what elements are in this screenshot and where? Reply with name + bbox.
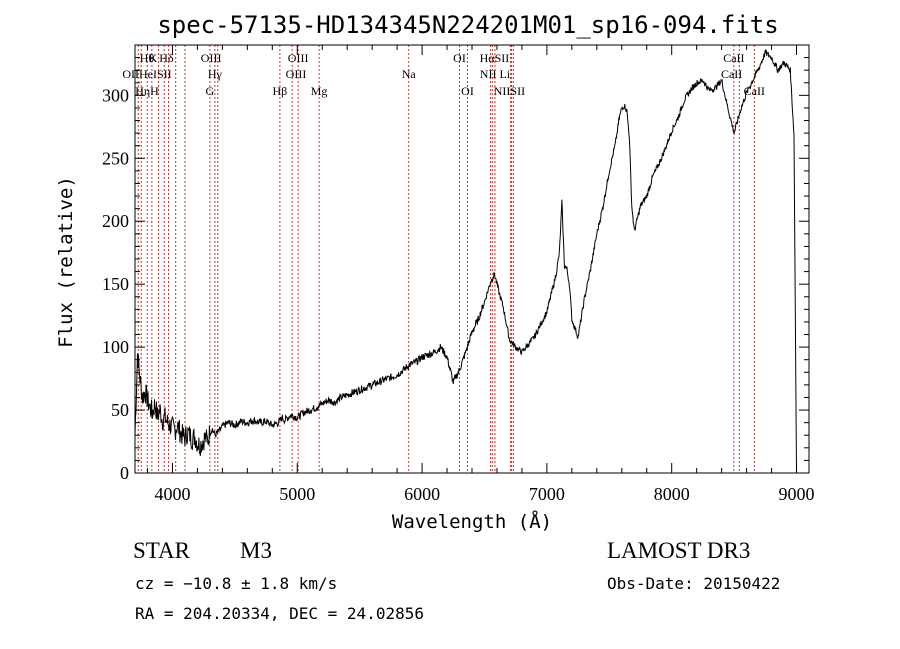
line-label: NII Li	[480, 67, 511, 81]
x-axis-label: Wavelength (Å)	[392, 510, 552, 533]
line-label: Hδ	[159, 51, 174, 65]
x-tick-label: 8000	[654, 484, 690, 504]
chart-title: spec-57135-HD134345N224201M01_sp16-094.f…	[157, 11, 778, 39]
line-label: OI	[453, 51, 466, 65]
observation-date: Obs-Date: 20150422	[607, 574, 781, 593]
spectral-line-labels: HθK Hδ OIII OIII OI HαSII CaII OIIHeISII Hγ OIII N…	[122, 51, 765, 98]
object-class: STAR	[133, 538, 190, 563]
line-label: OIII	[286, 67, 307, 81]
line-label: Mg	[311, 84, 328, 98]
x-axis-ticks: 4000 5000 6000 7000 8000 9000	[146, 45, 815, 504]
x-tick-label: 7000	[529, 484, 565, 504]
line-label: Na	[402, 67, 417, 81]
x-tick-label: 9000	[779, 484, 815, 504]
line-label: NIISII	[494, 84, 525, 98]
line-label: Hβ	[273, 84, 288, 98]
y-tick-label: 250	[102, 148, 129, 168]
line-label: OIII	[288, 51, 309, 65]
coordinates: RA = 204.20334, DEC = 24.02856	[135, 604, 424, 623]
line-label: Hγ	[208, 67, 223, 81]
y-tick-label: 200	[102, 211, 129, 231]
line-label: OI	[461, 84, 474, 98]
plot-frame	[134, 44, 810, 474]
line-label: HαSII	[480, 51, 510, 65]
line-label: CaII	[721, 67, 742, 81]
redshift-value: cz = −10.8 ± 1.8 km/s	[135, 574, 338, 593]
survey-name: LAMOST DR3	[607, 538, 751, 563]
y-axis-label: Flux (relative)	[55, 176, 77, 348]
y-axis-ticks: 0 50 100 150 200 250 300	[102, 44, 809, 483]
x-tick-label: 5000	[279, 484, 315, 504]
y-tick-label: 150	[102, 274, 129, 294]
spectral-line-markers	[137, 45, 755, 473]
line-label: CaII	[744, 84, 765, 98]
y-tick-label: 0	[120, 463, 129, 483]
line-label: OIIHeISII	[122, 67, 171, 81]
line-label: G	[206, 84, 215, 98]
object-subclass: M3	[240, 538, 272, 563]
line-label: Hθ	[140, 51, 155, 65]
line-label: OIII	[201, 51, 222, 65]
y-tick-label: 100	[102, 337, 129, 357]
line-label: K	[149, 51, 158, 65]
x-tick-label: 4000	[154, 484, 190, 504]
flux-series-line	[134, 49, 797, 474]
line-label: HηH	[135, 84, 159, 98]
line-label: CaII	[723, 51, 744, 65]
y-tick-label: 50	[111, 400, 129, 420]
y-tick-label: 300	[102, 85, 129, 105]
x-tick-label: 6000	[404, 484, 440, 504]
